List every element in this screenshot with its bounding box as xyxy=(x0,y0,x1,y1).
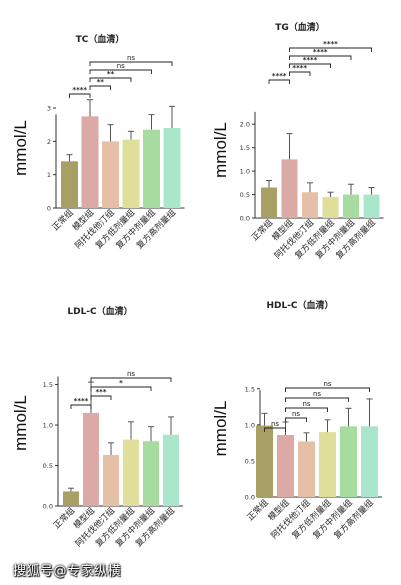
bar xyxy=(281,159,298,218)
significance-bracket xyxy=(264,427,286,432)
bar xyxy=(298,441,315,497)
y-tick-label: 3 xyxy=(47,105,51,113)
significance-label: ns xyxy=(313,390,321,398)
significance-label: **** xyxy=(72,86,87,94)
bar xyxy=(302,192,318,218)
chart-tc: TC（血清）mmol/L0123正常组模型组阿托伐他汀组复方低剂量组复方中剂量组… xyxy=(11,33,185,251)
bar xyxy=(83,412,99,506)
significance-label: ns xyxy=(117,62,125,70)
significance-label: **** xyxy=(74,397,89,405)
chart-title: HDL-C（血清） xyxy=(266,299,333,311)
significance-bracket xyxy=(289,47,372,52)
y-tick-label: 1.5 xyxy=(245,385,255,393)
bar xyxy=(143,129,160,208)
watermark: 搜狐号@专家纵横 xyxy=(13,564,122,579)
significance-bracket xyxy=(285,407,328,412)
chart-title: TG（血清） xyxy=(275,21,325,33)
y-tick-label: 0.0 xyxy=(240,215,250,223)
significance-bracket xyxy=(89,85,111,90)
bar xyxy=(363,194,380,218)
y-tick-label: 1.0 xyxy=(240,168,250,176)
y-tick-label: 1.0 xyxy=(245,421,255,429)
bar xyxy=(163,128,181,208)
significance-label: **** xyxy=(313,48,328,56)
chart-ldl-c: LDL-C（血清）mmol/L0.00.51.01.5正常组模型组阿托伐他汀组复… xyxy=(11,305,183,549)
y-tick-label: 0.5 xyxy=(245,457,255,465)
chart-title: LDL-C（血清） xyxy=(67,305,132,317)
bar xyxy=(103,454,119,506)
y-axis-label: mmol/L xyxy=(211,122,230,178)
y-tick-label: 1.0 xyxy=(43,422,53,430)
significance-label: **** xyxy=(303,56,318,64)
significance-label: * xyxy=(119,379,123,387)
chart-hdl-c: HDL-C（血清）mmol/L0.00.51.01.5正常组模型组阿托伐他汀组复… xyxy=(211,299,382,541)
significance-bracket xyxy=(69,93,91,98)
bar xyxy=(102,141,119,208)
bar xyxy=(61,161,78,208)
y-axis-label: mmol/L xyxy=(211,401,230,457)
chart-tg: TG（血清）mmol/L0.00.51.01.52.0正常组模型组阿托伐他汀组复… xyxy=(211,21,384,261)
significance-bracket xyxy=(90,386,152,391)
bar xyxy=(143,441,159,506)
significance-label: **** xyxy=(272,72,287,80)
significance-bracket xyxy=(89,61,173,66)
bar xyxy=(81,116,99,208)
significance-label: ** xyxy=(97,78,105,86)
y-tick-label: 0 xyxy=(47,205,51,213)
y-tick-label: 1 xyxy=(47,171,51,179)
x-tick-label: 正常组 xyxy=(51,505,77,531)
bar xyxy=(340,426,357,497)
significance-bracket xyxy=(70,404,92,409)
y-tick-label: 2 xyxy=(47,138,51,146)
bar xyxy=(261,187,277,218)
bar xyxy=(63,491,79,506)
x-tick-label: 正常组 xyxy=(249,217,275,243)
significance-bracket xyxy=(289,55,352,60)
significance-label: ns xyxy=(271,420,279,428)
significance-bracket xyxy=(89,69,152,74)
bar xyxy=(361,426,378,497)
y-tick-label: 1.5 xyxy=(43,381,53,389)
significance-label: **** xyxy=(323,40,338,48)
bar xyxy=(123,439,139,506)
significance-bracket xyxy=(89,77,132,82)
significance-bracket xyxy=(289,71,311,76)
bar xyxy=(256,425,273,497)
significance-bracket xyxy=(268,79,290,84)
significance-label: ns xyxy=(127,54,135,62)
chart-title: TC（血清） xyxy=(76,33,125,45)
bar xyxy=(277,434,294,497)
y-tick-label: 0.5 xyxy=(240,191,250,199)
bar xyxy=(122,139,140,208)
significance-label: ns xyxy=(292,410,300,418)
significance-bracket xyxy=(285,417,307,422)
bar xyxy=(163,434,179,506)
chart-panel-ldl: LDL-C（血清） mmol/L 0.0 0.5 1.0 1.5 正常组 模型组 阿托伐他汀组复… xyxy=(0,298,200,560)
significance-label: ** xyxy=(107,70,115,78)
significance-label: ns xyxy=(127,370,135,378)
significance-bracket xyxy=(285,387,370,392)
y-tick-label: 0.0 xyxy=(43,503,53,511)
bar xyxy=(322,196,339,218)
significance-label: *** xyxy=(96,388,107,396)
significance-bracket xyxy=(90,395,112,400)
y-tick-label: 0.5 xyxy=(43,462,53,470)
bar xyxy=(319,432,336,497)
significance-bracket xyxy=(90,377,172,382)
y-tick-label: 0.0 xyxy=(245,494,255,502)
y-tick-label: 2.0 xyxy=(240,121,250,129)
chart-panel-tg: TG（血清） mmol/L 0.0 0.5 1.0 1.5 2.0 正常组 模型组 阿托伐他汀组复… xyxy=(200,10,400,290)
x-tick-label: 正常组 xyxy=(50,207,76,233)
significance-label: ns xyxy=(302,400,310,408)
chart-panel-tc: TC（血清） mmol/L 0 1 2 3 正常组 模型组 阿托伐他汀组 复方低剂量组 复方中剂量组… xyxy=(0,10,200,290)
y-tick-label: 1.5 xyxy=(240,144,250,152)
bar xyxy=(343,194,359,218)
chart-panel-hdl: HDL-C（血清） mmol/L 0.0 0.5 1.0 1.5 正常组 模型组 阿托伐他汀组复… xyxy=(200,298,400,560)
significance-label: **** xyxy=(292,64,307,72)
y-axis-label: mmol/L xyxy=(11,395,30,451)
y-axis-label: mmol/L xyxy=(11,120,30,176)
significance-bracket xyxy=(289,63,331,68)
significance-bracket xyxy=(285,397,349,402)
significance-label: ns xyxy=(323,380,331,388)
